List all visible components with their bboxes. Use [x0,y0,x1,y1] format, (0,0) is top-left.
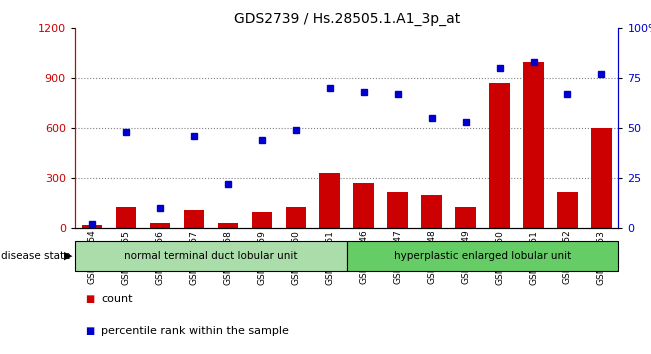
Text: ■: ■ [85,294,94,304]
Bar [75,241,346,271]
Text: ■: ■ [85,326,94,336]
Bar [490,83,510,228]
Bar [81,225,102,228]
Text: disease state: disease state [1,251,70,261]
Bar [320,173,340,228]
Text: hyperplastic enlarged lobular unit: hyperplastic enlarged lobular unit [394,251,571,261]
Bar [455,207,476,228]
Bar [184,210,204,228]
Text: percentile rank within the sample: percentile rank within the sample [101,326,289,336]
Text: count: count [101,294,132,304]
Bar [421,195,442,228]
Bar [251,212,272,228]
Bar [286,207,306,228]
Title: GDS2739 / Hs.28505.1.A1_3p_at: GDS2739 / Hs.28505.1.A1_3p_at [234,12,460,26]
Bar [116,207,136,228]
Bar [591,129,612,228]
Bar [150,223,170,228]
Text: ▶: ▶ [64,251,72,261]
Bar [523,62,544,228]
Bar [217,223,238,228]
Bar [387,192,408,228]
Bar [346,241,618,271]
Text: normal terminal duct lobular unit: normal terminal duct lobular unit [124,251,298,261]
Bar [557,193,577,228]
Bar [353,183,374,228]
